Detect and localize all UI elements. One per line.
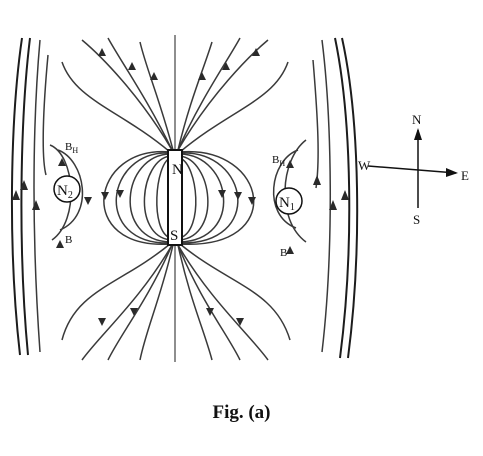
b-label-left: B (65, 234, 72, 246)
n2-label: N (57, 183, 68, 199)
upper-field-lines (61, 37, 289, 153)
side-loops-left (103, 151, 171, 245)
bh-label-right: BH (272, 154, 285, 168)
n2-subscript: 2 (68, 190, 73, 201)
n1-subscript: 1 (290, 202, 295, 213)
caption-prefix: Fig. (212, 402, 244, 423)
field-arrows (12, 48, 349, 326)
compass: N S W E (358, 112, 469, 227)
magnet-north-label: N (172, 162, 183, 178)
magnet-south-label: S (170, 228, 178, 244)
magnet-body (167, 149, 183, 246)
side-loops-right (179, 151, 255, 245)
bar-magnet: N S (167, 149, 183, 246)
compass-south-label: S (413, 212, 420, 227)
b-label-right: B (280, 247, 287, 259)
n1-label: N (279, 195, 290, 211)
compass-we-line (367, 165, 457, 174)
compass-north-label: N (412, 112, 422, 127)
figure-caption: Fig. (a) (0, 402, 483, 424)
compass-west-label: W (358, 158, 371, 173)
caption-label: (a) (248, 402, 271, 423)
neutral-point-n2: N2 (53, 175, 81, 203)
svg-text:N2: N2 (57, 183, 73, 201)
neutral-point-n1: N1 (275, 187, 303, 215)
compass-east-arrow (446, 168, 458, 177)
compass-east-label: E (461, 168, 469, 183)
svg-text:N1: N1 (279, 195, 295, 213)
outer-field-lines-right (312, 37, 359, 359)
bh-label-left: BH (65, 141, 78, 155)
lower-field-lines (61, 243, 291, 361)
compass-north-arrow (414, 128, 422, 140)
